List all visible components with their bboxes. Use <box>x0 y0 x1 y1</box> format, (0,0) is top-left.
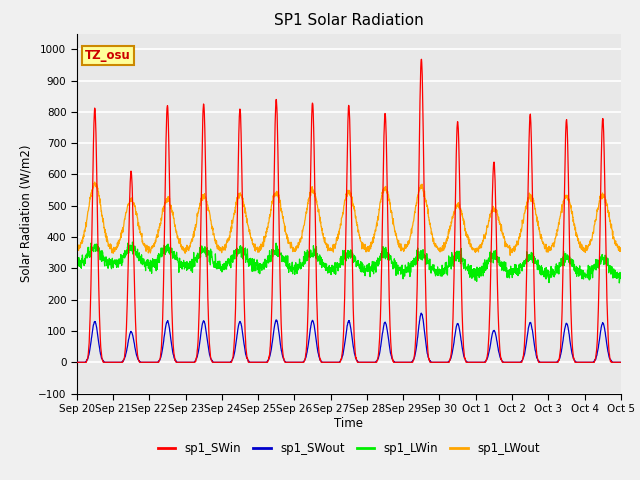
Y-axis label: Solar Radiation (W/m2): Solar Radiation (W/m2) <box>19 145 33 282</box>
Title: SP1 Solar Radiation: SP1 Solar Radiation <box>274 13 424 28</box>
Text: TZ_osu: TZ_osu <box>85 49 131 62</box>
X-axis label: Time: Time <box>334 417 364 430</box>
Legend: sp1_SWin, sp1_SWout, sp1_LWin, sp1_LWout: sp1_SWin, sp1_SWout, sp1_LWin, sp1_LWout <box>153 437 545 460</box>
